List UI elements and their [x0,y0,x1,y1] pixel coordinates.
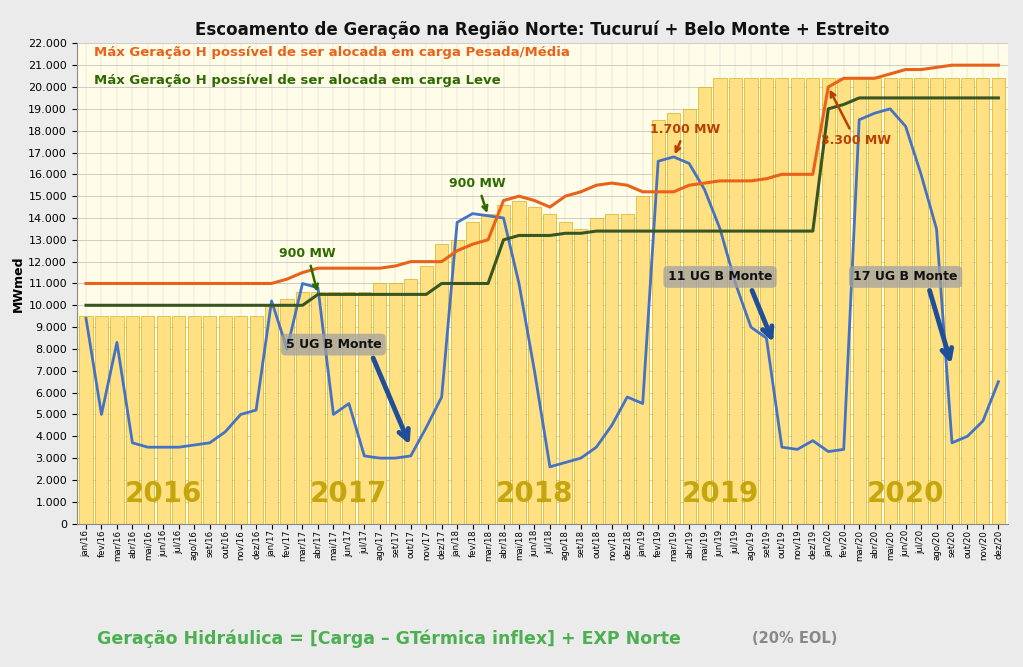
Bar [837,78,850,524]
Bar [126,316,139,524]
Text: 3.300 MW: 3.300 MW [820,92,891,147]
Text: 2019: 2019 [681,480,759,508]
Text: Máx Geração H possível de ser alocada em carga Leve: Máx Geração H possível de ser alocada em… [94,74,500,87]
Bar [80,316,92,524]
Bar [745,78,757,524]
Text: 2018: 2018 [496,480,573,508]
Bar [976,78,989,524]
Bar [482,213,495,524]
Bar [899,78,913,524]
Text: 2020: 2020 [866,480,944,508]
Bar [682,109,696,524]
Bar [404,279,417,524]
Bar [110,316,124,524]
Bar [435,244,448,524]
Bar [466,222,479,524]
Bar [915,78,928,524]
Y-axis label: MWmed: MWmed [12,255,26,311]
Bar [172,316,185,524]
Bar [869,78,881,524]
Bar [95,316,108,524]
Bar [343,292,355,524]
Bar [698,87,711,524]
Bar [760,78,773,524]
Text: 11 UG B Monte: 11 UG B Monte [668,270,772,283]
Bar [141,316,154,524]
Bar [250,316,263,524]
Bar [713,78,726,524]
Bar [234,316,248,524]
Text: 5 UG B Monte: 5 UG B Monte [285,338,382,351]
Bar [543,213,557,524]
Bar [667,113,680,524]
Bar [513,201,526,524]
Bar [497,205,510,524]
Bar [204,316,216,524]
Bar [358,292,371,524]
Text: 2016: 2016 [125,480,202,508]
Text: (20% EOL): (20% EOL) [752,631,837,646]
Bar [884,78,897,524]
Bar [157,316,170,524]
Bar [373,283,387,524]
Text: 900 MW: 900 MW [449,177,506,211]
Bar [606,213,618,524]
Bar [806,78,819,524]
Bar [589,218,603,524]
Bar [574,229,587,524]
Bar [389,283,402,524]
Bar [265,305,278,524]
Bar [559,222,572,524]
Bar [636,196,650,524]
Bar [945,78,959,524]
Bar [450,240,463,524]
Text: Geração Hidráulica = [Carga – GTérmica inflex] + EXP Norte: Geração Hidráulica = [Carga – GTérmica i… [97,630,680,648]
Bar [311,292,324,524]
Bar [296,292,309,524]
Bar [528,207,541,524]
Bar [729,78,742,524]
Bar [821,78,835,524]
Bar [930,78,943,524]
Text: Máx Geração H possível de ser alocada em carga Pesada/Média: Máx Geração H possível de ser alocada em… [94,45,570,59]
Bar [621,213,634,524]
Bar [852,78,865,524]
Text: 17 UG B Monte: 17 UG B Monte [853,270,958,283]
Bar [961,78,974,524]
Bar [219,316,232,524]
Bar [775,78,789,524]
Bar [187,316,201,524]
Text: 900 MW: 900 MW [279,247,336,289]
Bar [652,120,665,524]
Title: Escoamento de Geração na Região Norte: Tucuruí + Belo Monte + Estreito: Escoamento de Geração na Região Norte: T… [195,21,889,39]
Bar [327,292,340,524]
Bar [992,78,1005,524]
Bar [419,266,433,524]
Text: 1.700 MW: 1.700 MW [651,123,720,152]
Text: 2017: 2017 [310,480,388,508]
Bar [280,299,294,524]
Bar [791,78,804,524]
